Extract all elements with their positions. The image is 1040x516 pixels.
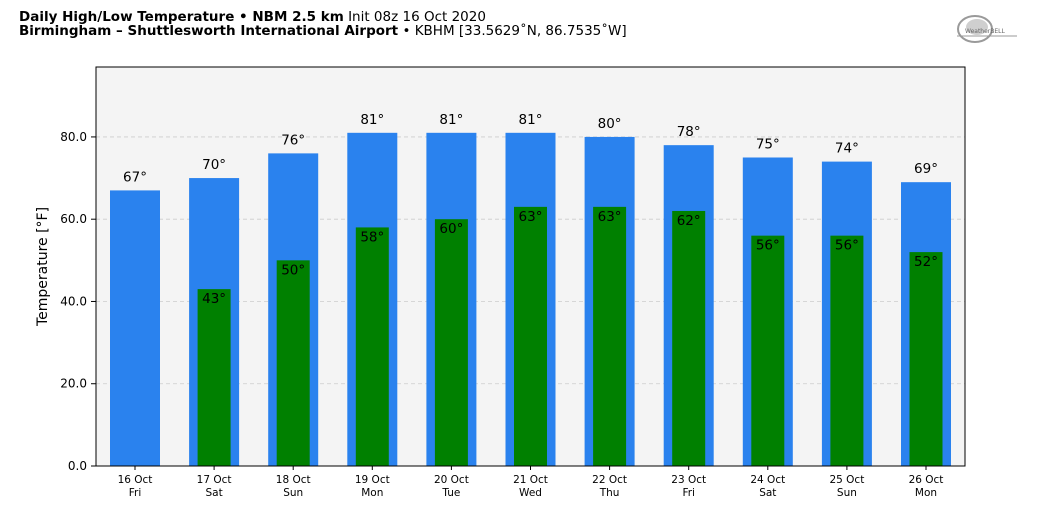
y-tick-label: 60.0 [60,212,87,226]
low-temp-bar [672,210,706,466]
low-temp-bar [276,260,310,466]
low-temp-bar [434,219,468,466]
high-temp-label: 67° [123,169,147,185]
x-tick-date: 21 Oct [513,474,548,486]
location-detail: • KBHM [33.5629˚N, 86.7535˚W] [402,23,627,39]
location-name: Birmingham – Shuttlesworth International… [19,23,399,39]
x-tick-date: 16 Oct [118,474,153,486]
low-temp-label: 63° [519,209,543,225]
x-tick-day: Tue [441,487,460,499]
high-temp-bar [110,190,160,466]
low-temp-label: 56° [835,238,859,254]
low-temp-bar [830,235,864,466]
low-temp-bar [909,252,943,466]
chart-title-line: Daily High/Low Temperature • NBM 2.5 km … [19,9,486,25]
high-temp-label: 76° [281,132,305,148]
logo-text: WeatherBELL [965,28,1006,35]
low-temp-label: 62° [677,213,701,229]
low-temp-label: 50° [281,262,305,278]
x-tick-day: Fri [682,487,695,499]
y-axis-label: Temperature [°F] [35,207,51,327]
high-temp-label: 80° [598,116,622,132]
low-temp-label: 52° [914,254,938,270]
low-temp-bar [514,206,547,467]
high-temp-label: 75° [756,136,780,152]
x-tick-day: Sun [283,487,303,499]
high-temp-label: 81° [360,112,384,128]
x-tick-date: 17 Oct [197,474,232,486]
init-time: Init 08z 16 Oct 2020 [348,9,486,25]
plot-frame [95,66,966,467]
x-tick-day: Thu [599,487,620,499]
low-temp-bar [751,235,785,466]
y-tick-label: 80.0 [60,130,87,144]
x-tick-day: Sat [205,487,222,499]
high-temp-label: 74° [835,141,859,157]
high-temp-label: 81° [519,112,543,128]
high-temp-label: 78° [677,124,701,140]
low-temp-label: 60° [439,221,463,237]
x-tick-date: 18 Oct [276,474,311,486]
x-tick-day: Sun [837,487,857,499]
x-tick-day: Fri [129,487,142,499]
x-tick-date: 23 Oct [671,474,706,486]
high-temp-label: 69° [914,161,938,177]
low-temp-bar [197,289,231,466]
x-tick-date: 20 Oct [434,474,469,486]
y-tick-label: 40.0 [60,294,87,308]
x-tick-date: 19 Oct [355,474,390,486]
chart-title: Daily High/Low Temperature • NBM 2.5 km [19,9,344,25]
location-line: Birmingham – Shuttlesworth International… [19,23,627,39]
y-tick-label: 0.0 [68,459,87,473]
weatherbell-logo-icon: WeatherBELL [957,15,1017,43]
high-temp-label: 70° [202,157,226,173]
high-temp-label: 81° [439,112,463,128]
low-temp-bar [355,227,389,466]
x-tick-day: Wed [519,487,542,499]
low-temp-bar [593,206,627,467]
x-tick-day: Sat [759,487,776,499]
x-tick-date: 26 Oct [909,474,944,486]
x-tick-day: Mon [915,487,937,499]
x-tick-day: Mon [361,487,383,499]
low-temp-label: 63° [598,209,622,225]
low-temp-label: 43° [202,291,226,307]
x-tick-date: 24 Oct [750,474,785,486]
low-temp-label: 58° [360,229,384,245]
y-tick-label: 20.0 [60,377,87,391]
x-tick-date: 25 Oct [829,474,864,486]
x-tick-date: 22 Oct [592,474,627,486]
low-temp-label: 56° [756,238,780,254]
